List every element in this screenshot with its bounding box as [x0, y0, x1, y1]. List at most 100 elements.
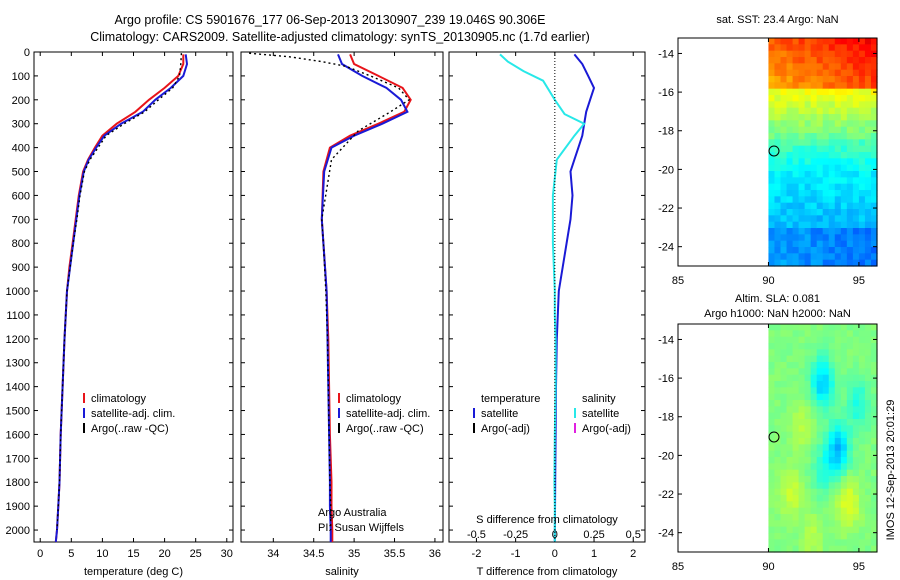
heatmap-cell: [804, 374, 812, 382]
heatmap-cell: [792, 362, 800, 369]
heatmap-cell: [774, 101, 782, 109]
heatmap-cell: [828, 336, 836, 344]
heatmap-cell: [768, 63, 776, 71]
heatmap-cell: [822, 107, 830, 115]
heatmap-cell: [816, 450, 824, 458]
heatmap-cell: [864, 38, 872, 45]
heatmap-cell: [798, 526, 806, 534]
heatmap-cell: [774, 406, 782, 414]
heatmap-cell: [852, 362, 860, 369]
heatmap-cell: [846, 50, 854, 58]
heatmap-cell: [798, 259, 806, 267]
heatmap-cell: [768, 107, 776, 115]
heatmap-cell: [792, 171, 800, 178]
heatmap-cell: [864, 101, 872, 109]
heatmap-cell: [834, 343, 842, 350]
heatmap-cell: [834, 228, 842, 235]
heatmap-cell: [828, 438, 836, 445]
heatmap-cell: [780, 247, 788, 254]
heatmap-cell: [840, 476, 848, 483]
heatmap-cell: [864, 114, 872, 121]
heatmap-cell: [870, 240, 878, 248]
heatmap-cell: [792, 336, 800, 344]
heatmap-cell: [810, 120, 818, 128]
heatmap-cell: [798, 381, 806, 388]
heatmap-cell: [846, 336, 854, 344]
heatmap-cell: [870, 183, 878, 191]
heatmap-cell: [768, 247, 776, 254]
heatmap-cell: [858, 139, 866, 147]
heatmap-cell: [786, 82, 794, 90]
heatmap-cell: [774, 501, 782, 509]
heatmap-cell: [780, 196, 788, 204]
heatmap-cell: [816, 95, 824, 102]
heatmap-cell: [816, 495, 824, 502]
heatmap-cell: [816, 381, 824, 388]
heatmap-cell: [774, 469, 782, 477]
heatmap-cell: [846, 438, 854, 445]
heatmap-cell: [846, 120, 854, 128]
heatmap-cell: [858, 450, 866, 458]
heatmap-cell: [798, 38, 806, 45]
heatmap-cell: [864, 215, 872, 223]
heatmap-cell: [786, 95, 794, 102]
heatmap-cell: [804, 253, 812, 261]
heatmap-cell: [774, 482, 782, 490]
heatmap-cell: [858, 221, 866, 229]
heatmap-cell: [798, 152, 806, 159]
heatmap-cell: [786, 196, 794, 204]
heatmap-cell: [840, 183, 848, 191]
heatmap-cell: [798, 120, 806, 128]
heatmap-cell: [852, 520, 860, 528]
heatmap-cell: [810, 501, 818, 509]
heatmap-cell: [852, 221, 860, 229]
heatmap-cell: [852, 183, 860, 191]
heatmap-cell: [786, 57, 794, 64]
heatmap-cell: [858, 57, 866, 64]
heatmap-cell: [864, 152, 872, 159]
heatmap-cell: [780, 215, 788, 223]
heatmap-cell: [834, 164, 842, 172]
heatmap-cell: [810, 190, 818, 197]
heatmap-cell: [864, 520, 872, 528]
heatmap-cell: [840, 38, 848, 45]
heatmap-cell: [840, 545, 848, 553]
heatmap-cell: [774, 412, 782, 420]
heatmap-cell: [816, 82, 824, 90]
heatmap-cell: [780, 133, 788, 140]
heatmap-cell: [798, 114, 806, 121]
heatmap-cell: [846, 209, 854, 216]
heatmap-cell: [786, 259, 794, 267]
heatmap-cell: [852, 526, 860, 534]
heatmap-cell: [828, 412, 836, 420]
heatmap-cell: [768, 450, 776, 458]
heatmap-cell: [864, 425, 872, 433]
heatmap-cell: [804, 228, 812, 235]
heatmap-cell: [816, 221, 824, 229]
heatmap-cell: [852, 82, 860, 90]
heatmap-cell: [774, 368, 782, 376]
heatmap-cell: [810, 374, 818, 382]
heatmap-cell: [816, 164, 824, 172]
heatmap-cell: [858, 88, 866, 96]
heatmap-cell: [828, 457, 836, 464]
heatmap-cell: [822, 82, 830, 90]
heatmap-cell: [870, 177, 878, 185]
heatmap-cell: [822, 368, 830, 376]
heatmap-cell: [828, 463, 836, 471]
heatmap-cell: [840, 406, 848, 414]
heatmap-cell: [864, 76, 872, 83]
heatmap-cell: [780, 145, 788, 153]
panel-salinity-frame: [240, 51, 444, 543]
x-tick-label: -1: [511, 548, 521, 560]
heatmap-cell: [840, 400, 848, 407]
heatmap-cell: [840, 69, 848, 77]
heatmap-cell: [792, 133, 800, 140]
heatmap-cell: [804, 69, 812, 77]
heatmap-cell: [846, 533, 854, 540]
heatmap-cell: [828, 425, 836, 433]
heatmap-cell: [852, 374, 860, 382]
heatmap-cell: [870, 259, 878, 267]
heatmap-cell: [846, 196, 854, 204]
heatmap-cell: [858, 463, 866, 471]
